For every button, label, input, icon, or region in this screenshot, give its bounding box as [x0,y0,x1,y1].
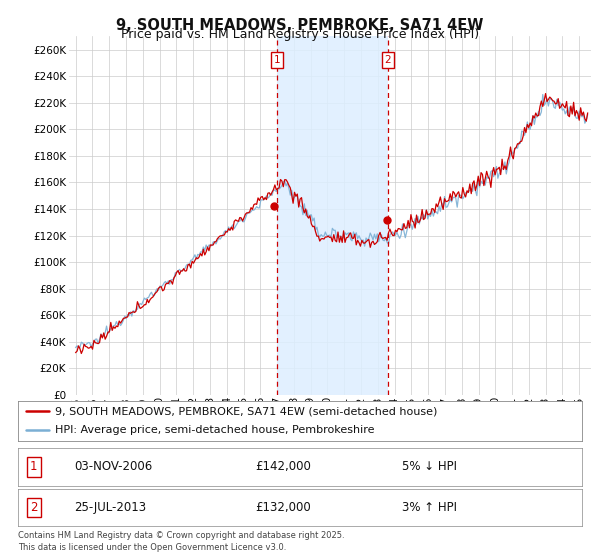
Text: 1: 1 [30,460,38,473]
Text: 2: 2 [385,55,391,66]
Bar [277,36,388,395]
Text: £132,000: £132,000 [255,501,311,514]
Text: 1: 1 [274,55,280,66]
Text: 9, SOUTH MEADOWS, PEMBROKE, SA71 4EW (semi-detached house): 9, SOUTH MEADOWS, PEMBROKE, SA71 4EW (se… [55,406,437,416]
Text: £142,000: £142,000 [255,460,311,473]
Text: 5% ↓ HPI: 5% ↓ HPI [401,460,457,473]
Text: 2: 2 [30,501,38,514]
Text: Price paid vs. HM Land Registry's House Price Index (HPI): Price paid vs. HM Land Registry's House … [121,28,479,41]
Text: 03-NOV-2006: 03-NOV-2006 [74,460,152,473]
Text: 9, SOUTH MEADOWS, PEMBROKE, SA71 4EW: 9, SOUTH MEADOWS, PEMBROKE, SA71 4EW [116,18,484,33]
Text: HPI: Average price, semi-detached house, Pembrokeshire: HPI: Average price, semi-detached house,… [55,425,374,435]
Text: 25-JUL-2013: 25-JUL-2013 [74,501,146,514]
Text: Contains HM Land Registry data © Crown copyright and database right 2025.
This d: Contains HM Land Registry data © Crown c… [18,531,344,552]
Text: 3% ↑ HPI: 3% ↑ HPI [401,501,457,514]
